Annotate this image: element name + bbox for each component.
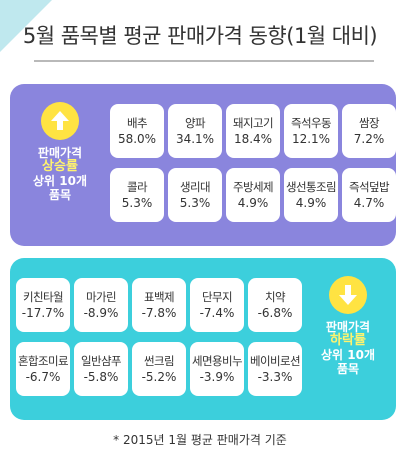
item-name: 콜라: [127, 180, 148, 194]
item-name: 생리대: [180, 180, 211, 194]
arrow-down-icon: [329, 276, 367, 314]
item-name: 즉석우동: [291, 116, 332, 130]
item-cell: 생리대 5.3%: [168, 168, 222, 222]
badge-line: 상위 10개: [321, 348, 375, 362]
item-value: -3.9%: [199, 370, 235, 384]
item-cell: 콜라 5.3%: [110, 168, 164, 222]
item-cell: 혼합조미료 -6.7%: [16, 342, 70, 396]
item-value: 5.3%: [179, 196, 211, 210]
item-value: 18.4%: [233, 132, 273, 146]
item-name: 마가린: [86, 290, 117, 304]
item-name: 단무지: [202, 290, 233, 304]
item-cell: 쌈장 7.2%: [342, 104, 396, 158]
corner-decoration: [0, 0, 52, 52]
item-value: -17.7%: [21, 306, 65, 320]
item-cell: 베이비로션 -3.3%: [248, 342, 302, 396]
increase-badge: 판매가격 상승률 상위 10개 품목: [16, 102, 104, 202]
badge-line: 상위 10개: [33, 174, 87, 188]
item-cell: 양파 34.1%: [168, 104, 222, 158]
item-value: 7.2%: [353, 132, 385, 146]
item-value: 12.1%: [291, 132, 331, 146]
item-value: -8.9%: [83, 306, 119, 320]
item-cell: 생선통조림 4.9%: [284, 168, 338, 222]
title-divider: [34, 60, 374, 62]
page-title: 5월 품목별 평균 판매가격 동향(1월 대비): [22, 24, 378, 48]
item-name: 혼합조미료: [18, 354, 69, 368]
decrease-panel: 키친타월 -17.7% 마가린 -8.9% 표백제 -7.8% 단무지 -7.4% 치약 -6.8…: [10, 258, 396, 420]
item-cell: 즉석우동 12.1%: [284, 104, 338, 158]
item-name: 양파: [185, 116, 206, 130]
item-name: 쌈장: [359, 116, 380, 130]
item-value: -3.3%: [257, 370, 293, 384]
item-name: 배추: [127, 116, 148, 130]
item-value: -7.8%: [141, 306, 177, 320]
item-value: -6.8%: [257, 306, 293, 320]
item-value: -7.4%: [199, 306, 235, 320]
item-value: 5.3%: [121, 196, 153, 210]
item-name: 일반샴푸: [81, 354, 122, 368]
badge-highlight: 하락률: [330, 333, 366, 348]
item-name: 표백제: [144, 290, 175, 304]
item-value: 4.9%: [295, 196, 327, 210]
item-cell: 세면용비누 -3.9%: [190, 342, 244, 396]
item-cell: 치약 -6.8%: [248, 278, 302, 332]
item-name: 주방세제: [233, 180, 274, 194]
item-value: -6.7%: [25, 370, 61, 384]
item-cell: 일반샴푸 -5.8%: [74, 342, 128, 396]
item-cell: 돼지고기 18.4%: [226, 104, 280, 158]
item-cell: 썬크림 -5.2%: [132, 342, 186, 396]
badge-highlight: 상승률: [42, 159, 78, 174]
item-name: 생선통조림: [286, 180, 337, 194]
decrease-badge: 판매가격 하락률 상위 10개 품목: [304, 276, 392, 376]
arrow-up-icon: [41, 102, 79, 140]
footnote: * 2015년 1월 평균 판매가격 기준: [113, 433, 287, 447]
item-name: 베이비로션: [250, 354, 301, 368]
item-cell: 즉석덮밥 4.7%: [342, 168, 396, 222]
item-cell: 키친타월 -17.7%: [16, 278, 70, 332]
item-name: 썬크림: [144, 354, 175, 368]
item-name: 치약: [265, 290, 286, 304]
item-name: 즉석덮밥: [349, 180, 390, 194]
badge-line: 품목: [336, 362, 360, 376]
badge-line: 판매가격: [325, 320, 371, 334]
increase-panel: 판매가격 상승률 상위 10개 품목 배추 58.0% 양파 34.1% 돼지고기 18.…: [10, 84, 396, 246]
item-value: 58.0%: [117, 132, 157, 146]
item-cell: 단무지 -7.4%: [190, 278, 244, 332]
item-value: -5.8%: [83, 370, 119, 384]
item-name: 돼지고기: [233, 116, 274, 130]
item-cell: 표백제 -7.8%: [132, 278, 186, 332]
badge-line: 품목: [48, 188, 72, 202]
item-name: 키친타월: [23, 290, 64, 304]
badge-line: 판매가격: [37, 146, 83, 160]
item-cell: 마가린 -8.9%: [74, 278, 128, 332]
item-value: 34.1%: [175, 132, 215, 146]
item-value: 4.7%: [353, 196, 385, 210]
item-cell: 배추 58.0%: [110, 104, 164, 158]
item-cell: 주방세제 4.9%: [226, 168, 280, 222]
item-value: 4.9%: [237, 196, 269, 210]
item-name: 세면용비누: [192, 354, 243, 368]
item-value: -5.2%: [141, 370, 177, 384]
